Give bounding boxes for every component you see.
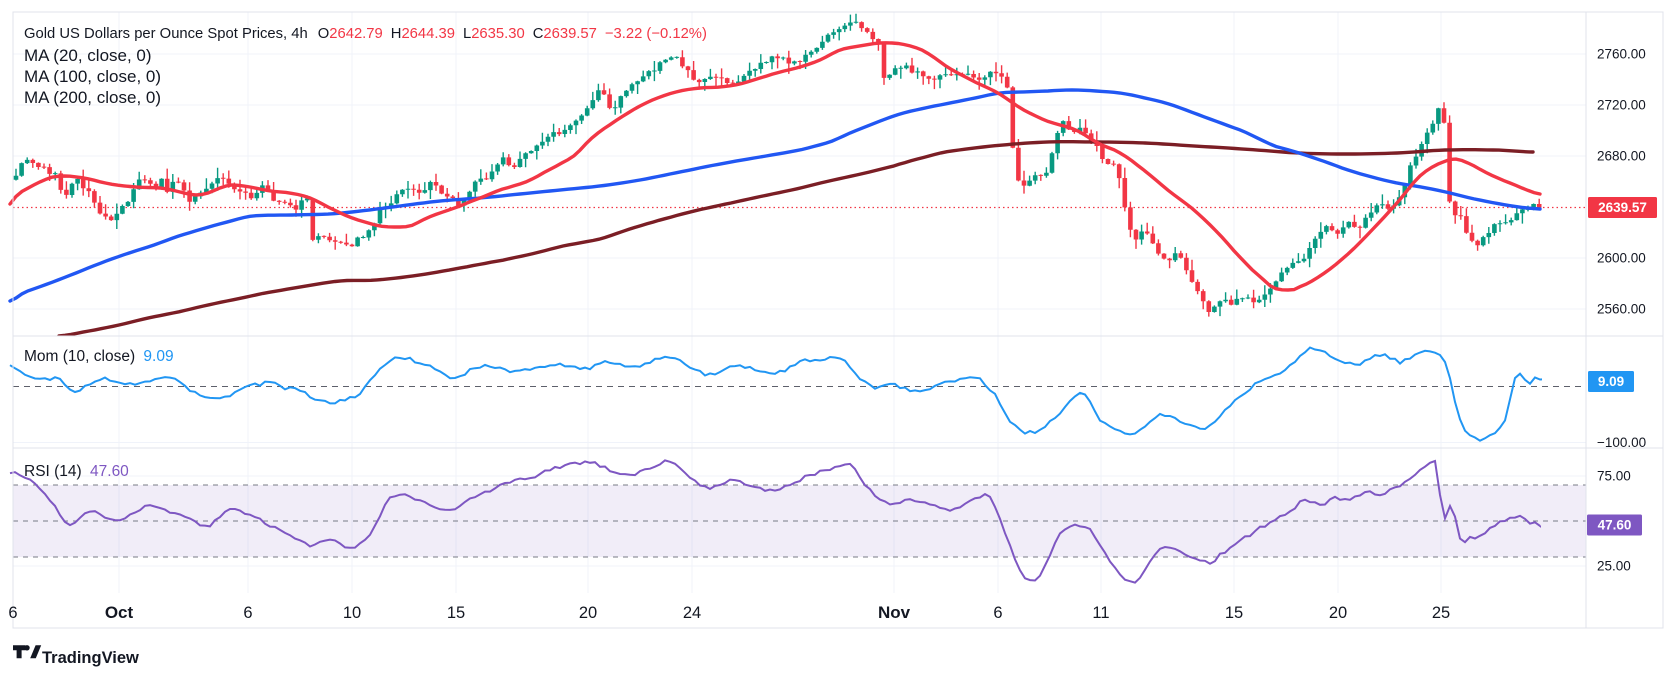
svg-text:2560.00: 2560.00 [1597,302,1646,317]
svg-text:15: 15 [1225,604,1243,622]
svg-text:Gold US Dollars per Ounce Spot: Gold US Dollars per Ounce Spot Prices, 4… [24,26,707,42]
svg-text:MA (20, close, 0): MA (20, close, 0) [24,46,152,65]
svg-text:20: 20 [1329,604,1347,622]
svg-text:RSI (14) 47.60: RSI (14) 47.60 [24,463,129,480]
svg-text:Nov: Nov [878,603,911,622]
svg-text:6: 6 [993,604,1002,622]
svg-text:Mom (10, close) 9.09: Mom (10, close) 9.09 [24,348,174,365]
svg-text:Oct: Oct [105,603,134,622]
svg-text:20: 20 [579,604,597,622]
svg-text:11: 11 [1092,604,1109,622]
svg-text:9.09: 9.09 [1598,374,1624,389]
svg-text:47.60: 47.60 [1598,518,1632,533]
svg-text:MA (200, close, 0): MA (200, close, 0) [24,88,161,107]
svg-text:MA (100, close, 0): MA (100, close, 0) [24,67,161,86]
svg-text:25.00: 25.00 [1597,559,1631,574]
svg-text:75.00: 75.00 [1597,469,1631,484]
svg-text:15: 15 [447,604,465,622]
svg-text:6: 6 [8,604,17,622]
svg-text:2760.00: 2760.00 [1597,47,1646,62]
svg-text:24: 24 [683,604,701,622]
svg-text:10: 10 [343,604,361,622]
svg-text:2600.00: 2600.00 [1597,251,1646,266]
svg-text:6: 6 [243,604,252,622]
svg-text:−100.00: −100.00 [1597,435,1646,450]
svg-text:2639.57: 2639.57 [1598,200,1647,215]
svg-text:TradingView: TradingView [42,649,139,667]
svg-text:2680.00: 2680.00 [1597,149,1646,164]
svg-text:2720.00: 2720.00 [1597,98,1646,113]
svg-text:25: 25 [1432,604,1450,622]
